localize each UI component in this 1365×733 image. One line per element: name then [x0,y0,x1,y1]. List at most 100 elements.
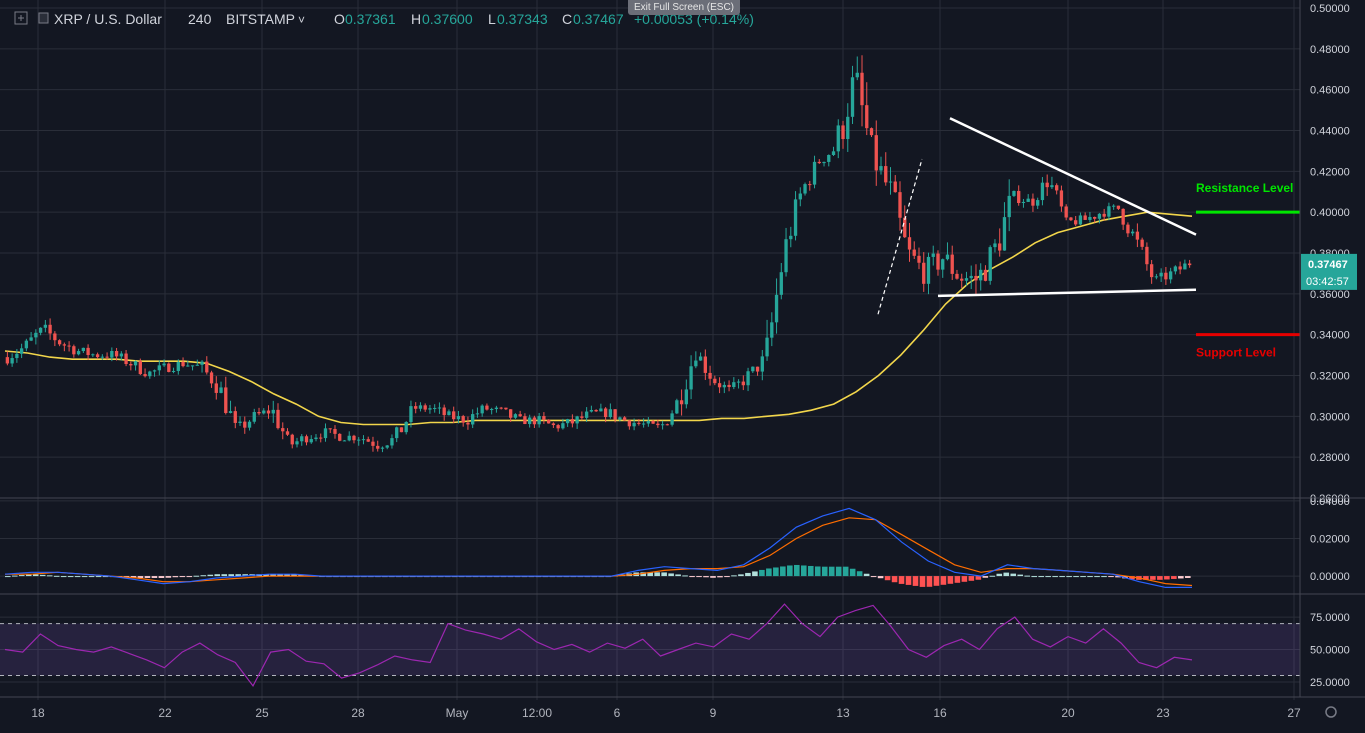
candle-body [1012,190,1016,196]
candle-body [129,364,133,366]
macd-histogram-bar [186,576,193,578]
candle-body [1040,182,1045,201]
macd-histogram-bar [738,574,744,577]
candle-body [195,364,199,366]
level-label: Support Level [1196,346,1276,360]
macd-histogram-bar [1017,574,1024,577]
candle-body [1083,215,1087,220]
candle-body [993,243,997,248]
candle-body [167,363,171,372]
macd-histogram-bar [1038,576,1044,578]
candle-body [855,72,859,78]
low-label: L [488,11,496,27]
macd-histogram-bar [1178,576,1184,579]
candle-body [817,161,821,164]
candle-body [309,439,313,443]
collapse-legend-icon[interactable] [14,11,28,25]
candle-body [1097,213,1102,219]
candle-body [200,361,204,365]
candle-body [689,366,693,390]
candle-body [922,262,926,284]
macd-histogram-bar [1143,576,1149,580]
candle-body [91,354,95,356]
candle-body [385,445,389,448]
candle-body [537,416,541,425]
candle-body [670,413,674,425]
candle-body [979,269,983,281]
candle-body [974,275,978,281]
macd-histogram-bar [1059,576,1065,578]
dashed-projection-line [877,158,923,315]
candle-body [72,346,76,355]
candle-body [570,419,575,424]
candle-body [1074,220,1078,225]
candle-body [1126,224,1130,234]
candle-body [1154,276,1159,278]
macd-histogram-bar [828,566,835,577]
candle-body [1121,208,1125,225]
candle-body [798,193,802,200]
high-value: 0.37600 [422,11,473,27]
candle-body [376,445,380,449]
candle-body [1140,239,1144,247]
rsi-band-fill [0,623,1300,676]
settings-gear-icon[interactable] [1325,706,1337,718]
macd-histogram-bar [1101,576,1107,578]
macd-histogram-bar [95,576,102,578]
macd-histogram-bar [1031,576,1037,578]
macd-histogram-bar [1080,576,1086,578]
chevron-down-icon[interactable]: ˅ [298,13,305,27]
candle-body [509,409,513,418]
candle-body [527,417,532,425]
candle-body [1149,264,1154,278]
macd-histogram-bar [905,576,912,585]
candle-body [708,372,712,379]
macd-histogram-bar [975,576,982,580]
candle-body [931,253,935,257]
candle-body [789,235,793,240]
x-tick-label: 25 [255,706,269,720]
candle-body [903,217,907,238]
candle-body [1064,206,1068,218]
macd-histogram-bar [884,576,891,581]
candle-body [622,417,627,421]
macd-histogram-bar [172,576,179,578]
candle-body [1164,272,1168,280]
candle-body [461,416,465,423]
current-price-badge [1301,253,1357,290]
symbol-name[interactable]: XRP / U.S. Dollar [54,11,162,27]
macd-histogram-bar [123,576,130,578]
candle-body [774,294,779,323]
macd-histogram-bar [940,576,947,585]
price-tick-label: 0.36000 [1310,289,1350,301]
x-tick-label: 6 [614,706,621,720]
candle-body [917,255,921,263]
candle-body [1017,190,1021,203]
candle-body [860,72,864,106]
macd-histogram-bar [996,573,1003,577]
candle-body [1078,215,1083,225]
candle-body [827,155,831,162]
macd-histogram-bar [947,576,954,584]
macd-histogram-bar [1129,576,1135,580]
candle-body [964,278,969,281]
candle-body [599,408,603,412]
candle-body [57,340,62,345]
x-tick-label: 16 [933,706,947,720]
exit-fullscreen-button[interactable]: Exit Full Screen (ESC) [628,0,740,15]
macd-histogram-bar [1164,576,1170,580]
macd-histogram-bar [870,576,877,578]
candle-body [589,409,594,412]
macd-histogram-bar [794,564,800,577]
macd-histogram-bar [842,566,849,577]
macd-histogram-bar [137,576,144,578]
interval-label[interactable]: 240 [188,11,212,27]
candle-body [43,324,48,328]
candle-body [34,332,38,338]
candle-body [456,416,461,420]
price-tick-label: 0.28000 [1310,452,1350,464]
price-tick-label: 0.50000 [1310,3,1350,15]
candle-body [722,384,726,388]
candle-body [926,256,931,284]
